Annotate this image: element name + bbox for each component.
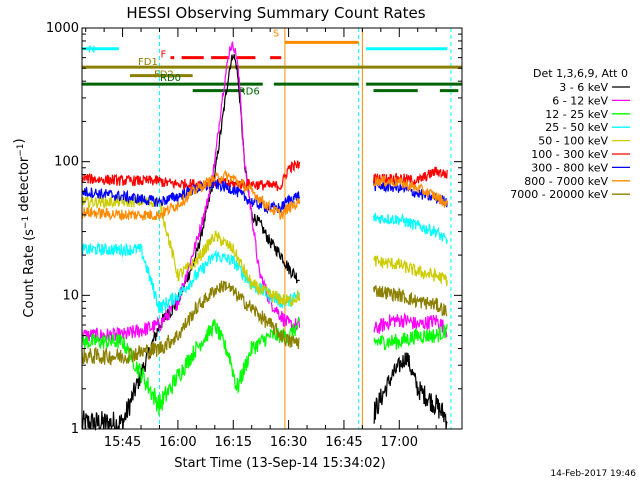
- x-tick-label: 17:00: [381, 435, 418, 450]
- flag-label-n: N: [88, 45, 95, 56]
- flag-label-rd6: RD6: [239, 87, 260, 98]
- legend-entry-label: 6 - 12 keV: [552, 94, 608, 107]
- legend-entry-label: 3 - 6 keV: [559, 81, 608, 94]
- series-line-3: [81, 212, 448, 314]
- flag-label-s: S: [273, 28, 279, 39]
- legend-entry-label: 7000 - 20000 keV: [510, 188, 608, 201]
- flag-label-rd0: RD0: [160, 73, 181, 84]
- date-stamp: 14-Feb-2017 19:46: [550, 469, 636, 479]
- x-tick-label: 16:15: [215, 435, 252, 450]
- x-tick-label: 16:00: [159, 435, 196, 450]
- series-line-1: [81, 41, 448, 344]
- y-tick-label: 1: [71, 422, 79, 437]
- legend-title: Det 1,3,6,9, Att 0: [533, 67, 628, 80]
- x-axis-label: Start Time (13-Sep-14 15:34:02): [174, 456, 385, 471]
- flag-label-fd2: FD2: [154, 70, 174, 81]
- y-axis-label: Count Rate (s−1 detector−1): [12, 138, 37, 317]
- chart-title: HESSI Observing Summary Count Rates: [126, 4, 425, 22]
- series-line-0: [81, 54, 448, 432]
- series-line-2: [81, 315, 448, 416]
- x-tick-label: 15:45: [104, 435, 141, 450]
- legend-entry-label: 800 - 7000 keV: [524, 175, 608, 188]
- legend-entry-label: 300 - 800 keV: [531, 161, 608, 174]
- legend-entry-label: 12 - 25 keV: [545, 108, 608, 121]
- legend-entry-label: 50 - 100 keV: [538, 135, 608, 148]
- series-line-4: [81, 194, 448, 307]
- flag-label-f: F: [161, 50, 167, 61]
- series-line-8: [81, 280, 448, 366]
- legend-entry-label: 25 - 50 keV: [545, 121, 608, 134]
- legend-entry-label: 100 - 300 keV: [531, 148, 608, 161]
- x-tick-label: 16:45: [325, 435, 362, 450]
- y-tick-label: 100: [54, 155, 79, 170]
- y-tick-label: 1000: [46, 21, 79, 36]
- plot-frame: [81, 27, 463, 430]
- y-tick-label: 10: [62, 288, 79, 303]
- x-tick-label: 16:30: [270, 435, 307, 450]
- series-line-7: [81, 169, 448, 221]
- series-line-5: [81, 159, 448, 192]
- flag-label-fd1: FD1: [138, 57, 158, 68]
